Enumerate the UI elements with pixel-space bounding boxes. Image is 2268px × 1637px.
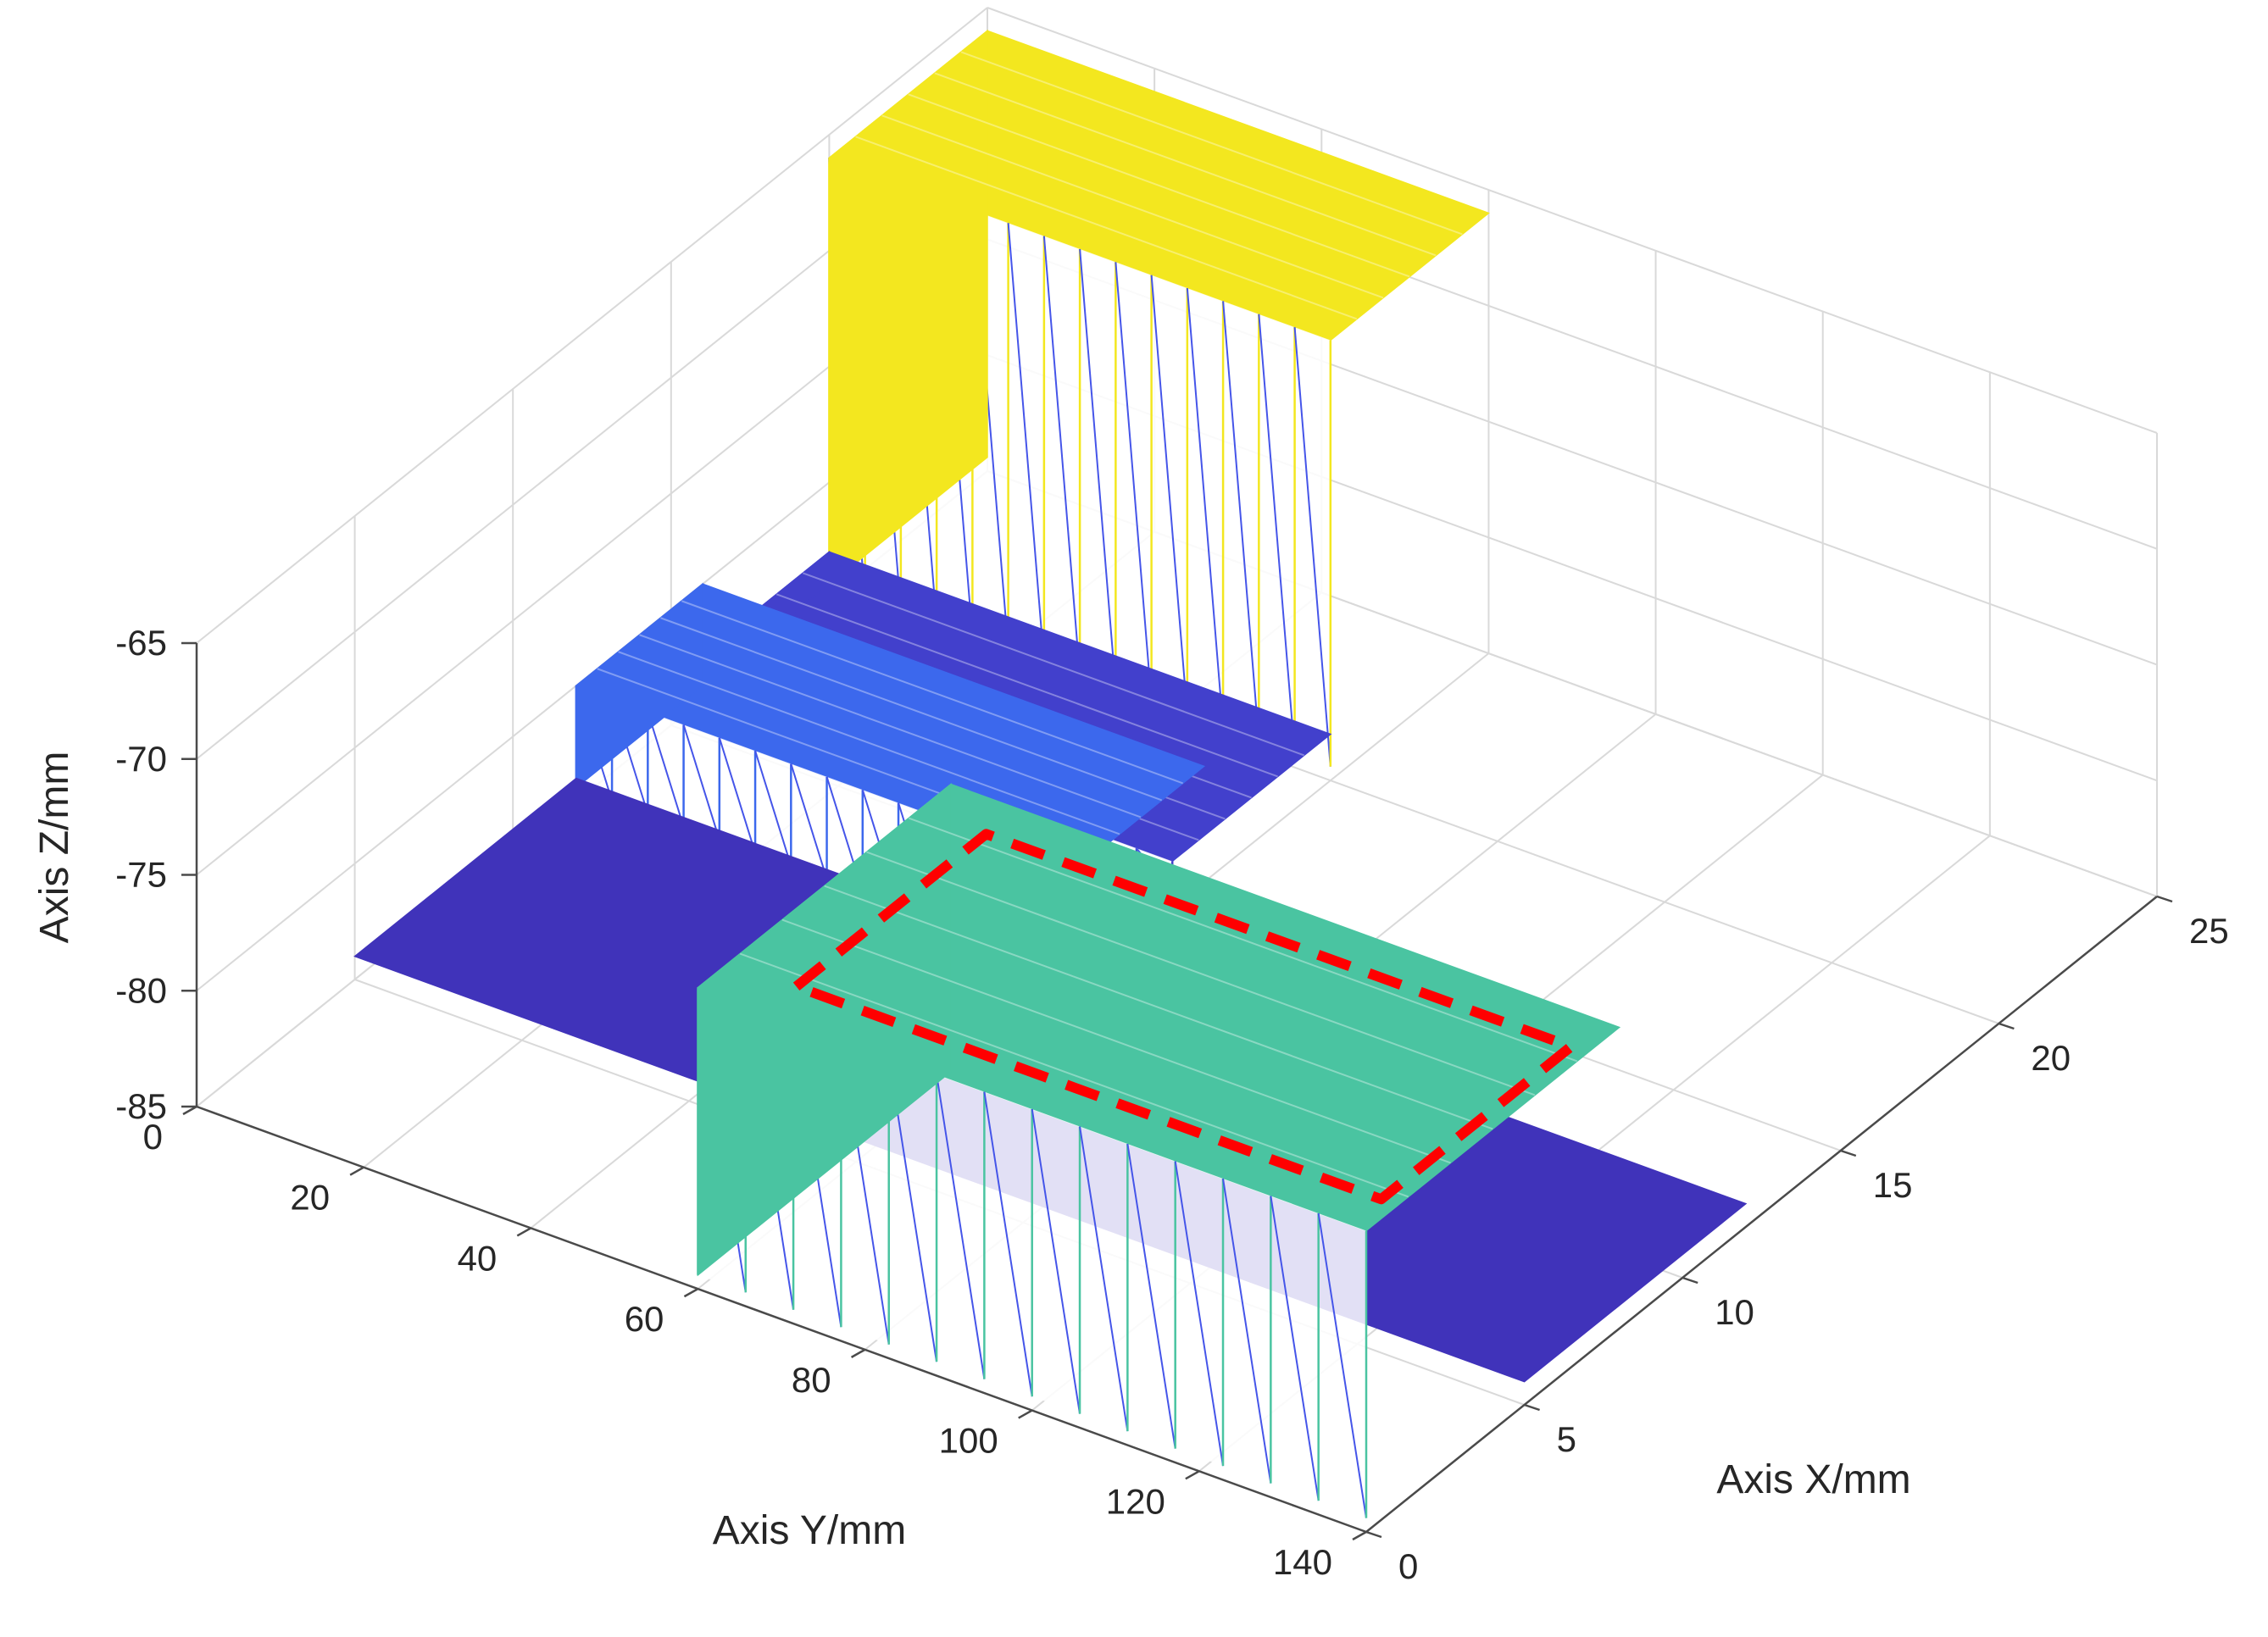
ridge-2-end [575,582,703,790]
trough-1-stripe [775,593,1278,778]
ridge-1-wall-diag [1186,287,1225,728]
plateau-stripe [824,885,1493,1130]
ridge-1-stripe [908,93,1410,278]
y-tick-label: 20 [290,1178,330,1218]
ridge-2-wall-diag [718,737,757,853]
plateau-stripe [739,952,1409,1198]
x-tick-label: 10 [1715,1292,1754,1332]
ridge-1-wall-diag [1293,327,1331,767]
y-tick-mark [349,1166,364,1176]
y-tick-mark [1018,1409,1033,1419]
ridge-1-wall-diag [1258,314,1296,754]
ridge-1-wall-diag [1079,248,1117,689]
plateau-wall-diag [1270,1196,1320,1501]
highlight-layer [791,829,1576,1205]
y-tick-mark [1352,1530,1367,1541]
plateau-wall-diag [1031,1108,1081,1414]
x-tick-label: 20 [2031,1038,2071,1078]
plateau-wall-diag [1174,1161,1225,1467]
highlight-dashed-rectangle [791,829,1576,1205]
ridge-2-wall-diag [647,711,685,827]
ridge-1-wall-diag [1222,301,1260,741]
y-tick-mark [516,1227,531,1237]
tick-layer: -85 -80 -75 -70 -65 0 20 40 60 80 100 120 140 0 5 10 15 2… [115,623,2228,1586]
plateau-wall-diag [1079,1126,1129,1432]
ridge-1-wall-diag [1150,275,1188,715]
y-tick-label: 40 [458,1238,498,1278]
trough-1-stripe [802,572,1305,757]
ridge-2-stripe [660,617,1163,802]
x-tick-label: 5 [1557,1419,1576,1459]
plateau-stripe [866,851,1536,1096]
y-tick-label: 60 [625,1299,664,1339]
plateau-wall-diag [1317,1212,1367,1518]
y-tick-mark [683,1288,699,1298]
grid-line-z [196,7,988,644]
x-tick-mark [1998,1022,2015,1030]
plateau-wall-diag [936,1074,986,1379]
y-tick-label: 100 [939,1421,998,1461]
ridge-1-wall-diag [1007,223,1045,663]
ridge-2-wall-diag [790,763,828,880]
grid-line-z [987,7,2158,434]
y-tick-label: 120 [1106,1481,1165,1521]
y-tick-label: 80 [792,1360,831,1400]
ridge-2-stripe [639,634,1142,818]
x-tick-label: 15 [1873,1165,1913,1205]
ridge-1-wall-diag [1115,262,1153,702]
x-axis-line [1365,896,2158,1533]
ridge-1-stripe [960,51,1463,236]
y-tick-label: 140 [1273,1542,1332,1582]
x-tick-label: 25 [2189,911,2229,951]
y-tick-mark [850,1348,866,1358]
z-tick-label: -70 [115,739,167,779]
y-axis-line [196,1105,1367,1534]
surface-layer [353,29,1748,1518]
y-tick-label: 0 [143,1117,163,1157]
plateau-wall-diag [983,1091,1033,1397]
z-tick-label: -65 [115,623,167,663]
z-tick-label: -85 [115,1086,167,1126]
ridge-2-wall-diag [682,724,720,841]
y-axis-title: Axis Y/mm [713,1508,906,1553]
ridge-1-stripe [881,114,1384,299]
ridge-1-wall-diag [1042,236,1081,676]
z-axis-title: Axis Z/mm [32,752,77,944]
x-tick-mark [1840,1149,1857,1157]
x-tick-mark [1682,1276,1698,1285]
ridge-2-wall-diag [754,750,792,867]
plateau-stripe [781,918,1451,1164]
x-tick-mark [2156,895,2173,903]
x-tick-mark [1524,1403,1540,1412]
ridge-2-stripe [618,651,1120,835]
x-tick-mark [1365,1530,1382,1539]
plateau-stripe [908,817,1578,1063]
plateau-wall-diag [1126,1143,1176,1449]
z-tick-label: -75 [115,855,167,895]
ridge-1-stripe [934,72,1437,257]
y-tick-mark [182,1105,197,1116]
plateau-wall-diag [1222,1178,1272,1484]
x-tick-label: 0 [1398,1546,1418,1586]
x-axis-title: Axis X/mm [1716,1457,1910,1502]
ridge-1-end [828,29,988,586]
y-tick-mark [1185,1470,1200,1480]
ridge-1-stripe [855,136,1358,320]
ridge-2-stripe [681,600,1184,785]
z-tick-label: -80 [115,970,167,1010]
